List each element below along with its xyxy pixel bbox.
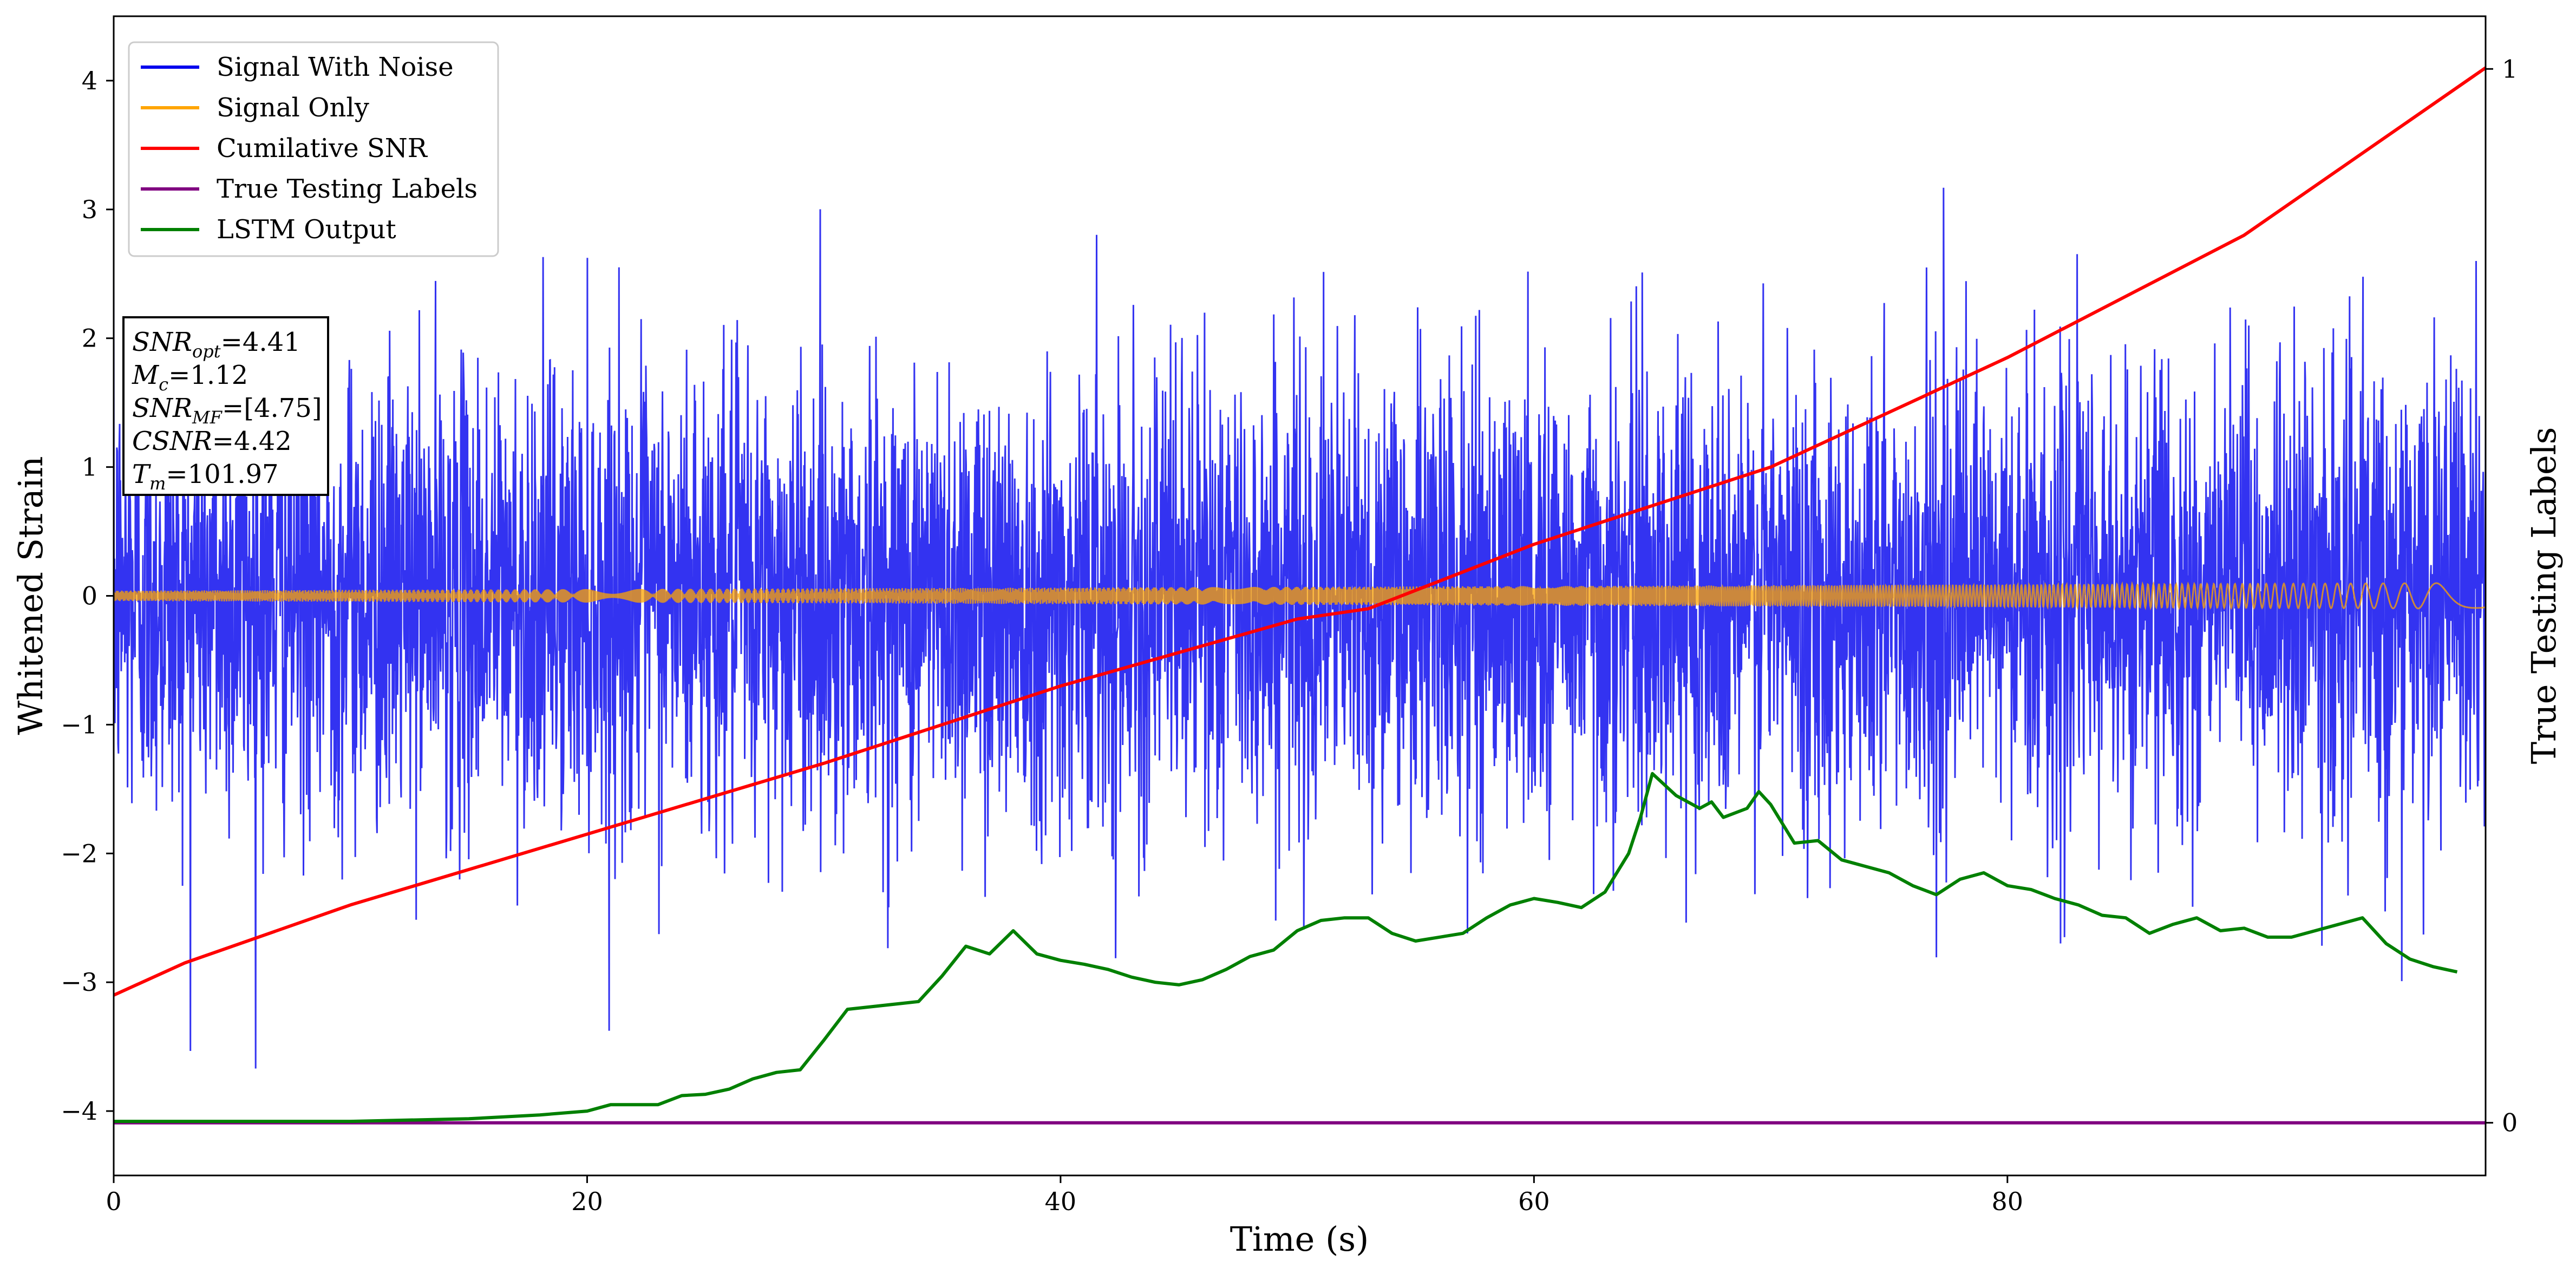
- y-tick-label: 3: [82, 195, 97, 224]
- y-tick-label: 0: [82, 582, 97, 611]
- y-tick-label: −2: [61, 839, 97, 868]
- x-tick-label: 80: [1992, 1187, 2024, 1216]
- info-line: Tm=101.97: [132, 459, 279, 494]
- y-axis-right-title: True Testing Labels: [2524, 427, 2564, 765]
- series-lstm-output: [114, 772, 2458, 1123]
- y-tick-label: 1: [82, 453, 97, 482]
- info-line: SNRMF=[4.75]: [132, 393, 322, 428]
- legend-label: Signal Only: [217, 93, 369, 123]
- x-tick-label: 0: [106, 1187, 121, 1216]
- y-tick-label: 4: [82, 66, 97, 95]
- y-tick-label: −4: [61, 1096, 97, 1126]
- x-tick-label: 60: [1518, 1187, 1550, 1216]
- x-axis-title: Time (s): [1230, 1219, 1369, 1259]
- y-tick-label: −3: [61, 968, 97, 997]
- info-box-frame: [122, 316, 329, 496]
- info-box: SNRopt=4.41Mc=1.12SNRMF=[4.75]CSNR=4.42T…: [122, 316, 329, 496]
- legend: Signal With Noise Signal Only Cumilative S…: [128, 41, 499, 257]
- legend-label: True Testing Labels: [217, 174, 478, 204]
- series-signal-only: [114, 581, 2486, 611]
- legend-label: LSTM Output: [217, 214, 396, 245]
- x-tick-label: 20: [571, 1187, 603, 1216]
- info-line: CSNR=4.42: [132, 426, 292, 456]
- y-axis-title: Whitened Strain: [11, 456, 50, 735]
- y-right-tick-label: 1: [2502, 54, 2518, 83]
- legend-label: Signal With Noise: [217, 52, 454, 82]
- legend-frame: [128, 41, 499, 257]
- y-tick-label: −1: [61, 710, 97, 739]
- series-signal-with-noise: [114, 187, 2486, 1069]
- info-line: SNRopt=4.41: [132, 327, 300, 362]
- y-right-tick-label: 0: [2502, 1108, 2518, 1138]
- plot-area: [114, 66, 2486, 1125]
- info-line: Mc=1.12: [132, 360, 248, 395]
- y-tick-label: 2: [82, 324, 97, 353]
- legend-label: Cumilative SNR: [217, 133, 428, 164]
- series-cumilative-snr: [114, 66, 2486, 997]
- x-tick-label: 40: [1045, 1187, 1077, 1216]
